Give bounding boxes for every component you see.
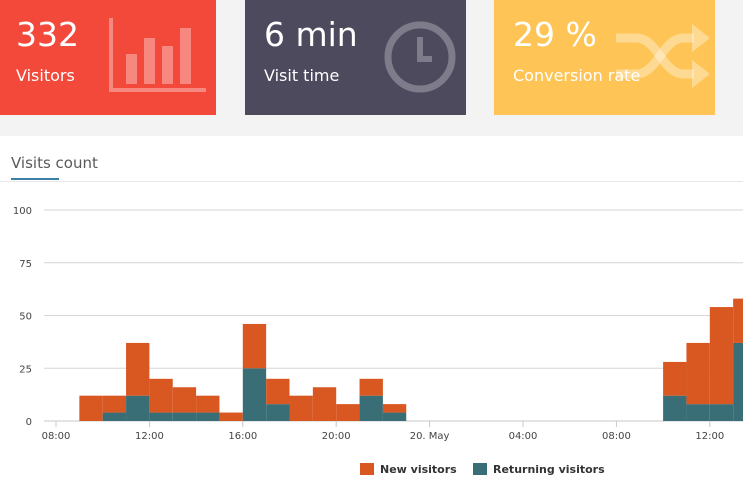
- visit-time-label: Visit time: [264, 66, 340, 85]
- visitors-label: Visitors: [16, 66, 75, 85]
- bar-returning: [359, 395, 383, 421]
- bar-returning: [149, 412, 173, 421]
- bar-returning: [709, 404, 734, 421]
- bar-new: [126, 342, 150, 396]
- bar-new: [289, 395, 313, 421]
- bar-returning: [382, 412, 407, 421]
- x-tick-label: 12:00: [695, 431, 724, 442]
- bar-new: [359, 378, 383, 396]
- bar-new: [312, 387, 337, 421]
- x-tick-label: 16:00: [228, 431, 257, 442]
- bar-new: [196, 395, 220, 413]
- x-tick-label: 04:00: [509, 431, 538, 442]
- bar-returning: [266, 404, 290, 421]
- x-tick-label: 12:00: [135, 431, 164, 442]
- visitors-value: 332: [16, 15, 79, 54]
- legend-item-returning-visitors[interactable]: Returning visitors: [473, 463, 605, 476]
- bar-new: [709, 307, 734, 405]
- x-tick-label: 20:00: [322, 431, 351, 442]
- bar-new: [102, 395, 127, 413]
- bar-new: [663, 361, 687, 396]
- bar-new: [266, 378, 290, 405]
- visits-count-panel: Visits count 0 25 50 75 100 08:00 12:00 16:00 20…: [0, 136, 743, 494]
- clock-icon: [384, 21, 456, 93]
- visit-time-value: 6 min: [264, 15, 358, 54]
- bar-new: [172, 387, 197, 413]
- title-underline: [11, 178, 59, 180]
- bar-returning: [663, 395, 687, 421]
- panel-divider: [0, 181, 743, 182]
- bar-new: [219, 412, 243, 421]
- visits-chart: 0 25 50 75 100 08:00 12:00 16:00 20:00 20. May 04:…: [13, 206, 743, 442]
- legend-item-new-visitors[interactable]: New visitors: [360, 463, 457, 476]
- bar-new: [336, 404, 360, 421]
- legend-swatch-new: [360, 463, 374, 475]
- bar-returning: [733, 342, 743, 421]
- bar-returning: [196, 412, 220, 421]
- conversion-rate-label: Conversion rate: [513, 66, 641, 85]
- x-tick-label: 08:00: [42, 431, 71, 442]
- bar-returning: [102, 412, 127, 421]
- bar-returning: [126, 395, 150, 421]
- y-tick-label: 50: [19, 312, 32, 323]
- bar-new: [382, 404, 407, 413]
- y-tick-label: 75: [19, 259, 32, 270]
- bar-chart-icon: [109, 18, 206, 92]
- y-tick-label: 25: [19, 364, 32, 375]
- panel-title: Visits count: [11, 154, 98, 172]
- y-tick-label: 0: [26, 417, 32, 428]
- bar-new: [242, 323, 267, 369]
- bar-new: [686, 342, 710, 405]
- bar-returning: [242, 368, 267, 421]
- bar-new: [733, 298, 743, 343]
- conversion-rate-value: 29 %: [513, 15, 597, 54]
- bar-returning: [686, 404, 710, 421]
- bar-new: [149, 378, 173, 413]
- y-tick-label: 100: [13, 206, 32, 217]
- shuffle-icon: [616, 24, 710, 88]
- visitors-card: 332 Visitors: [0, 0, 216, 115]
- bar-new: [79, 395, 103, 421]
- legend-label-returning: Returning visitors: [493, 463, 605, 476]
- x-tick-label: 08:00: [602, 431, 631, 442]
- conversion-rate-card: 29 % Conversion rate: [494, 0, 715, 115]
- legend-swatch-returning: [473, 463, 487, 475]
- x-tick-label: 20. May: [410, 431, 450, 442]
- visit-time-card: 6 min Visit time: [245, 0, 466, 115]
- bar-returning: [172, 412, 197, 421]
- legend-label-new: New visitors: [380, 463, 457, 476]
